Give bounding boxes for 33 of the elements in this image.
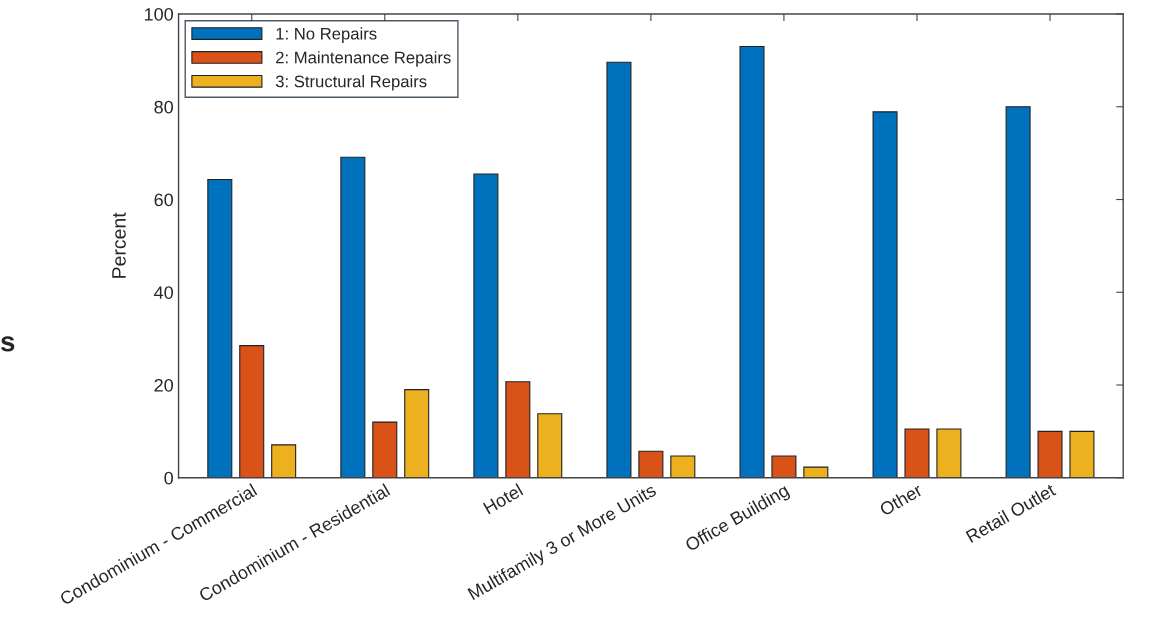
text: s [0, 336, 15, 352]
y-tick-label: 100 [144, 7, 173, 21]
x-tick-label: Other [878, 482, 924, 517]
bar [936, 428, 962, 478]
bar [340, 156, 366, 478]
y-tick-label: 0 [164, 471, 173, 485]
bar [638, 450, 664, 478]
bar [739, 45, 765, 478]
bar [271, 444, 297, 478]
bar [1005, 106, 1031, 478]
bar [1037, 430, 1063, 478]
bar [537, 413, 563, 478]
bar [239, 345, 265, 478]
bar [803, 466, 829, 478]
bar [404, 389, 430, 478]
y-tick-label: 40 [154, 286, 173, 299]
bar [872, 111, 898, 478]
legend-label: 1: No Repairs [276, 27, 377, 43]
y-axis-title: Percent [112, 212, 126, 278]
bar [606, 61, 632, 478]
bar [1069, 430, 1095, 478]
bar [904, 428, 930, 478]
bar [207, 179, 233, 478]
bar [473, 173, 499, 478]
legend-label: 2: Maintenance Repairs [276, 51, 451, 67]
bar [505, 381, 531, 478]
bar [771, 455, 797, 478]
legend-label: 3: Structural Repairs [275, 75, 427, 91]
y-tick-label: 20 [154, 378, 173, 392]
y-tick-label: 60 [154, 193, 173, 207]
bar [372, 421, 398, 478]
y-tick-label: 80 [154, 100, 173, 114]
bar [670, 455, 696, 478]
